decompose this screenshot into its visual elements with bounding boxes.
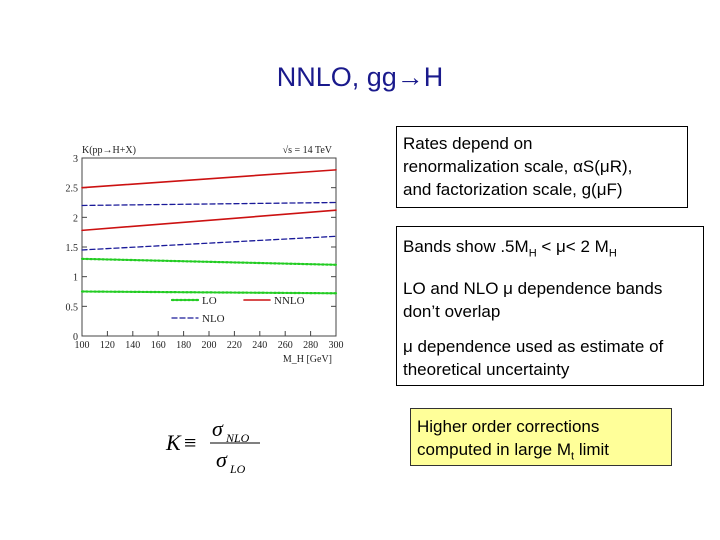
x-tick-label: 160	[151, 340, 166, 351]
x-tick-label: 260	[278, 340, 293, 351]
y-tick-label: 2.5	[66, 184, 79, 195]
series-line-nlo-upper	[81, 201, 337, 207]
series-line-lo-lower	[80, 290, 338, 295]
bands-explanation-box: Bands show .5MH < μ< 2 MH LO and NLO μ d…	[396, 226, 704, 386]
box1-line2: renormalization scale, αS(μR),	[403, 157, 633, 176]
y-tick-label: 1.5	[66, 243, 79, 254]
x-tick-label: 280	[303, 340, 318, 351]
y-tick-label: 3	[73, 154, 78, 165]
formula-sigma-den: σ	[216, 447, 228, 472]
formula-den-sub: LO	[229, 462, 246, 476]
bands-overlap-text: LO and NLO μ dependence bands don’t over…	[403, 279, 663, 322]
box3-line2: computed in large Mt limit	[417, 440, 610, 463]
uncertainty-text: μ dependence used as estimate of theoret…	[403, 337, 664, 380]
series-line-nnlo-upper	[81, 169, 337, 189]
box1-line1: Rates depend on	[403, 134, 533, 153]
x-axis-label: M_H [GeV]	[283, 354, 332, 365]
box1-line3: and factorization scale, g(μF)	[403, 180, 623, 199]
scale-dependence-box: Rates depend on renormalization scale, α…	[396, 126, 688, 208]
y-tick-label: 0.5	[66, 302, 79, 313]
energy-annotation: √s = 14 TeV	[283, 145, 333, 156]
legend-label-nnlo: NNLO	[274, 295, 305, 307]
k-factor-chart: 0 0.5 1 1.5 2 2.5 3 100 120 140 160 180 200 220 240 260…	[66, 145, 344, 365]
formula-sigma-num: σ	[212, 416, 224, 441]
y-axis-label: K(pp→H+X)	[82, 145, 136, 156]
x-tick-label: 240	[252, 340, 267, 351]
legend-label-lo: LO	[202, 295, 217, 307]
k-factor-formula: K ≡ σ NLO σ LO	[165, 416, 260, 476]
x-tick-label: 300	[329, 340, 344, 351]
series-line-nlo-lower	[81, 235, 337, 251]
formula-equiv: ≡	[184, 430, 196, 455]
series-line-lo-upper	[80, 257, 338, 266]
formula-num-sub: NLO	[225, 431, 250, 445]
slide-title: NNLO, gg→H	[276, 62, 444, 92]
formula-k: K	[165, 430, 182, 455]
x-tick-label: 100	[75, 340, 90, 351]
x-tick-label: 140	[125, 340, 140, 351]
x-tick-label: 220	[227, 340, 242, 351]
y-tick-label: 1	[73, 273, 78, 284]
box3-line1: Higher order corrections	[417, 417, 600, 436]
x-tick-label: 180	[176, 340, 191, 351]
y-tick-label: 0	[73, 332, 78, 343]
legend-label-nlo: NLO	[202, 313, 225, 325]
series-line-nnlo-lower	[81, 209, 337, 232]
y-tick-label: 2	[73, 213, 78, 224]
bands-range-text: Bands show .5MH < μ< 2 MH	[403, 237, 617, 260]
x-tick-label: 120	[100, 340, 115, 351]
higher-order-note: Higher order corrections computed in lar…	[410, 408, 672, 466]
x-tick-label: 200	[202, 340, 217, 351]
